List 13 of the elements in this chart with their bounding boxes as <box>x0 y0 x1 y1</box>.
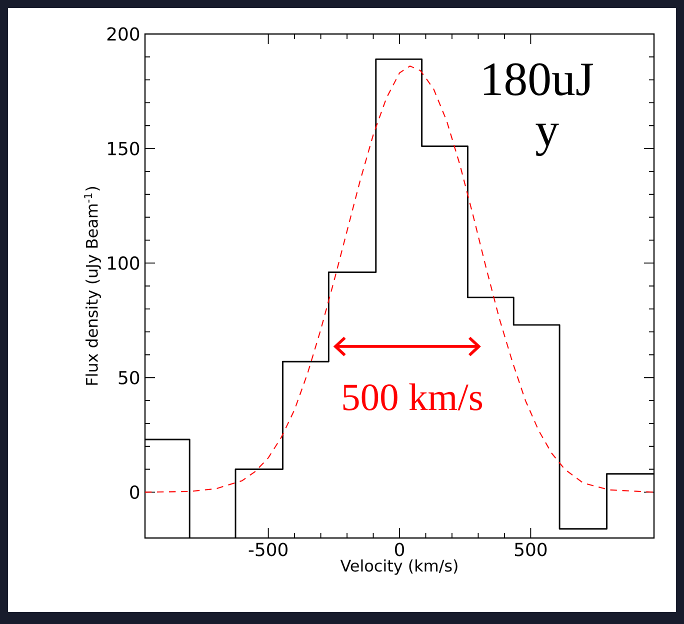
y-tick-label: 100 <box>108 256 140 270</box>
x-tick-label: -500 <box>248 542 288 556</box>
annotation: 180uJ <box>484 63 594 96</box>
annotation: y <box>536 124 559 156</box>
y-tick-label: 150 <box>108 142 140 156</box>
y-tick-label: 200 <box>107 27 140 41</box>
annotation: 500 km/s <box>343 383 482 410</box>
x-axis-title: Velocity (km/s) <box>340 559 458 575</box>
y-tick-label: 50 <box>118 370 140 384</box>
y-axis-title: Flux density (uJy Beam$^{-1}$) <box>84 186 101 385</box>
x-tick-label: 500 <box>514 542 547 556</box>
y-tick-label: 0 <box>130 485 140 499</box>
x-tick-label: 0 <box>394 542 404 556</box>
